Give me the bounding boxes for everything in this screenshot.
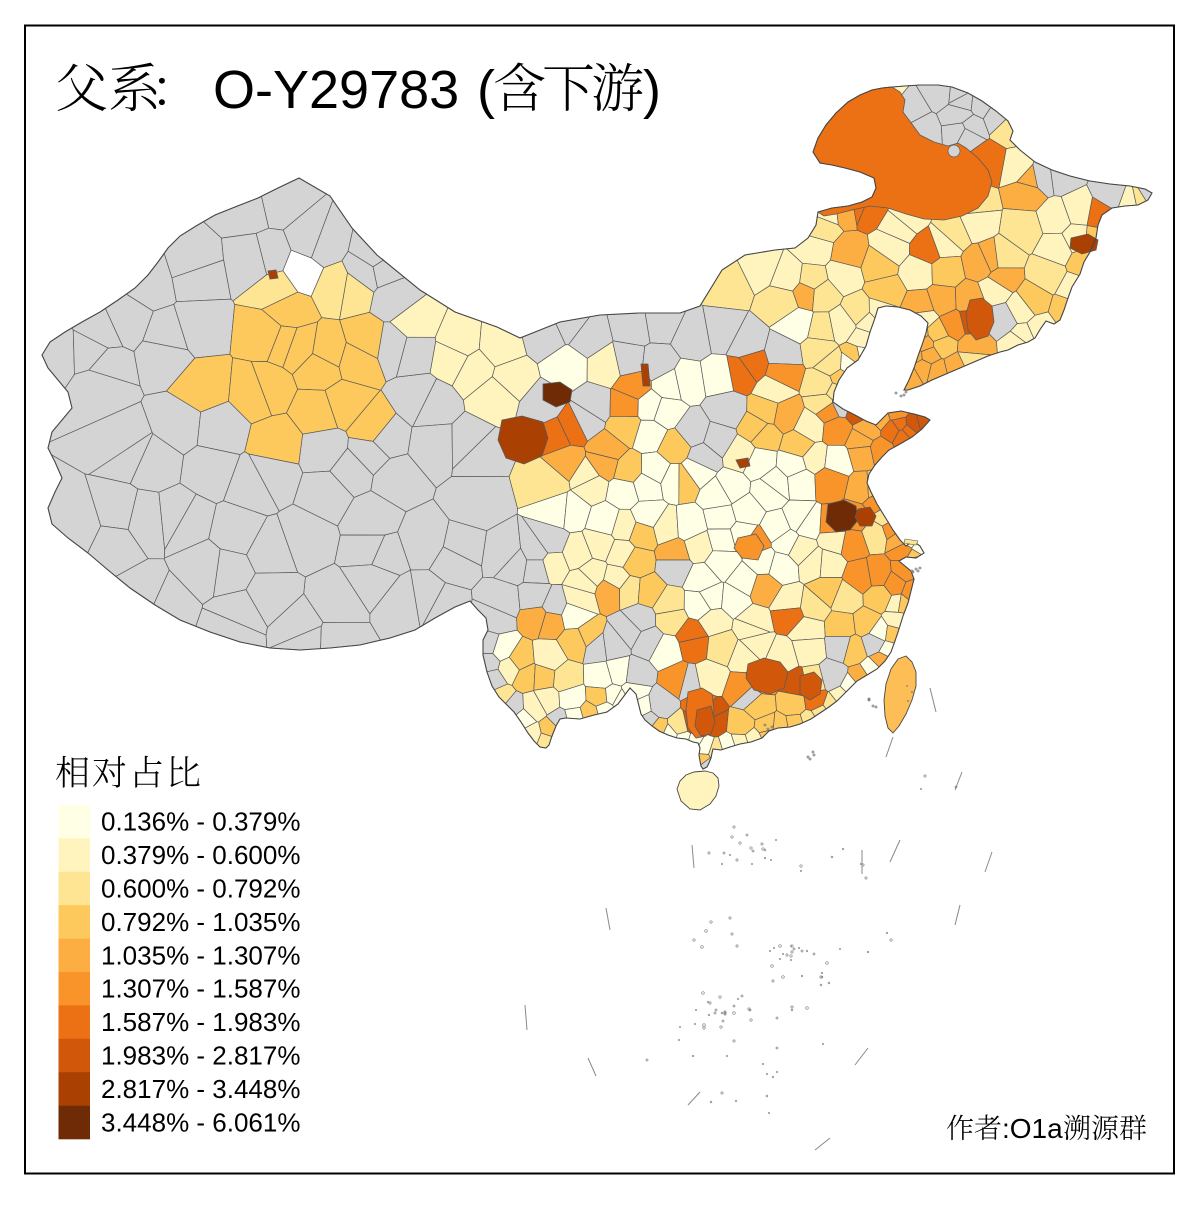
svg-text:0.600% - 0.792%: 0.600% - 0.792% [101, 874, 300, 904]
svg-text:): ) [643, 60, 661, 120]
svg-text:1.035% - 1.307%: 1.035% - 1.307% [101, 940, 300, 970]
svg-text:2.817% - 3.448%: 2.817% - 3.448% [101, 1074, 300, 1104]
svg-text:3.448% - 6.061%: 3.448% - 6.061% [101, 1107, 300, 1137]
svg-text:O-Y29783: O-Y29783 [213, 60, 459, 120]
svg-text:0.792% - 1.035%: 0.792% - 1.035% [101, 907, 300, 937]
svg-text:(: ( [477, 60, 495, 120]
svg-text:1.307% - 1.587%: 1.307% - 1.587% [101, 974, 300, 1004]
svg-text:1.587% - 1.983%: 1.587% - 1.983% [101, 1007, 300, 1037]
svg-text:0.136% - 0.379%: 0.136% - 0.379% [101, 807, 300, 837]
svg-text:1.983% - 2.817%: 1.983% - 2.817% [101, 1041, 300, 1071]
svg-text:0.379% - 0.600%: 0.379% - 0.600% [101, 840, 300, 870]
svg-text::O1a: :O1a [1002, 1113, 1063, 1144]
